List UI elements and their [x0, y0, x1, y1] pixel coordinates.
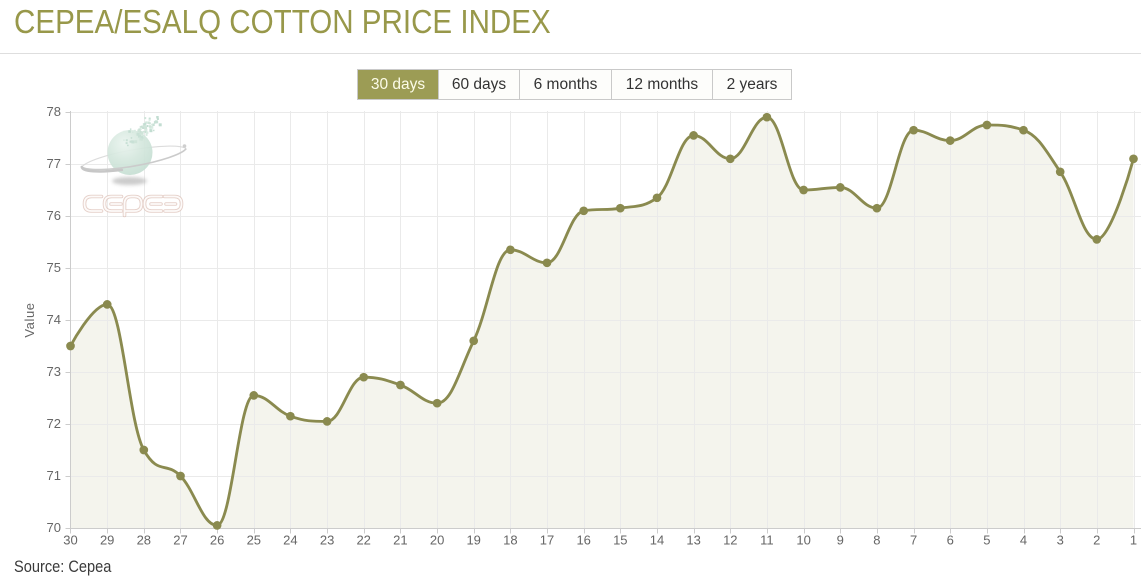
svg-text:1: 1 [1130, 533, 1137, 548]
svg-text:12: 12 [723, 533, 737, 548]
svg-text:77: 77 [47, 156, 61, 171]
svg-text:26: 26 [210, 533, 224, 548]
svg-text:71: 71 [47, 468, 61, 483]
svg-text:73: 73 [47, 364, 61, 379]
svg-text:18: 18 [503, 533, 517, 548]
svg-text:8: 8 [873, 533, 880, 548]
svg-text:4: 4 [1020, 533, 1027, 548]
svg-text:29: 29 [100, 533, 114, 548]
svg-text:74: 74 [47, 312, 61, 327]
svg-text:76: 76 [47, 208, 61, 223]
svg-text:9: 9 [837, 533, 844, 548]
svg-text:7: 7 [910, 533, 917, 548]
svg-text:14: 14 [650, 533, 664, 548]
svg-text:10: 10 [796, 533, 810, 548]
svg-text:15: 15 [613, 533, 627, 548]
svg-text:2: 2 [1093, 533, 1100, 548]
svg-text:20: 20 [430, 533, 444, 548]
svg-text:22: 22 [356, 533, 370, 548]
svg-text:16: 16 [576, 533, 590, 548]
svg-text:Value: Value [22, 302, 37, 337]
svg-text:21: 21 [393, 533, 407, 548]
svg-text:24: 24 [283, 533, 297, 548]
svg-text:72: 72 [47, 416, 61, 431]
svg-text:30: 30 [63, 533, 77, 548]
svg-text:13: 13 [686, 533, 700, 548]
svg-text:5: 5 [983, 533, 990, 548]
svg-text:11: 11 [760, 533, 774, 548]
svg-text:17: 17 [540, 533, 554, 548]
svg-text:19: 19 [466, 533, 480, 548]
svg-text:70: 70 [47, 520, 61, 535]
svg-text:3: 3 [1057, 533, 1064, 548]
svg-text:78: 78 [47, 104, 61, 119]
svg-text:28: 28 [137, 533, 151, 548]
svg-text:23: 23 [320, 533, 334, 548]
svg-text:6: 6 [947, 533, 954, 548]
svg-text:27: 27 [173, 533, 187, 548]
svg-text:75: 75 [47, 260, 61, 275]
svg-text:25: 25 [247, 533, 261, 548]
